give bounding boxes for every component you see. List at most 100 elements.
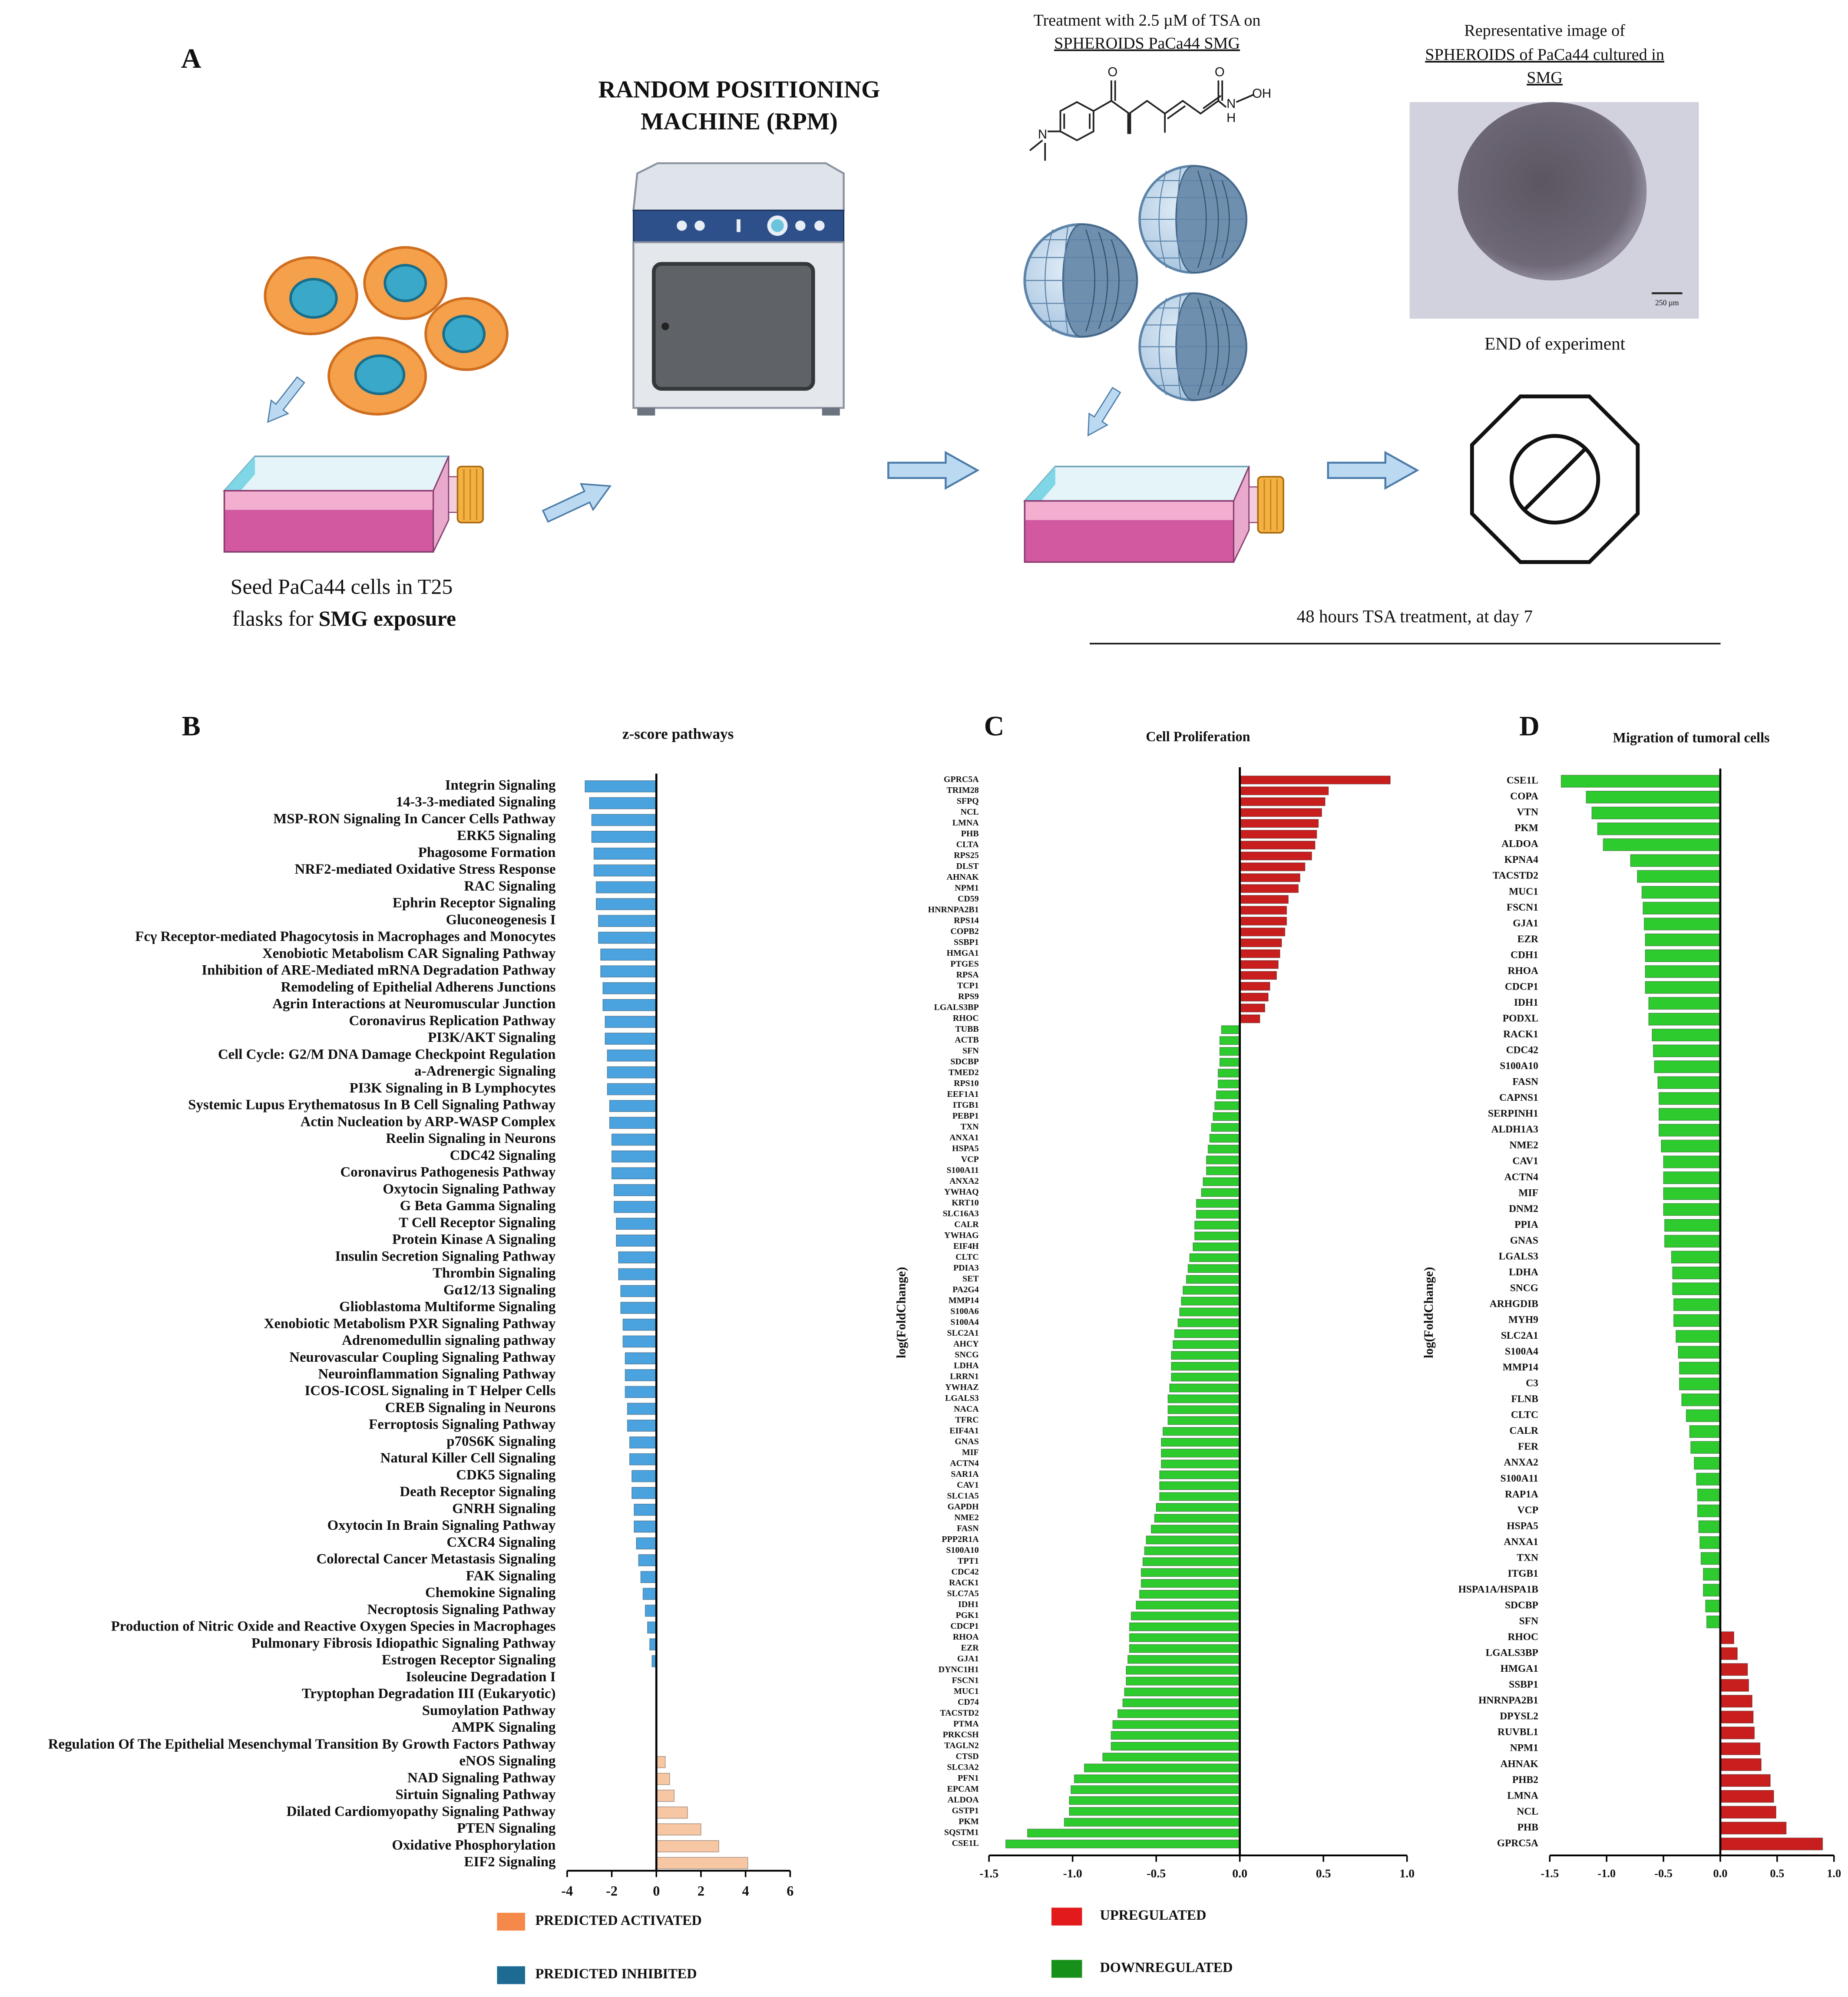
bar — [1673, 1314, 1721, 1327]
bar — [1211, 1123, 1240, 1132]
bar — [1201, 1188, 1240, 1197]
category-label: NRF2-mediated Oxidative Stress Response — [295, 862, 556, 877]
bar — [605, 1033, 657, 1045]
category-label: 14-3-3-mediated Signaling — [396, 794, 556, 810]
category-label: HSPA5 — [952, 1144, 979, 1153]
category-label: COPB2 — [950, 927, 979, 936]
category-label: Oxytocin Signaling Pathway — [383, 1181, 556, 1197]
category-label: KRT10 — [952, 1198, 979, 1208]
category-label: SNCG — [1510, 1282, 1538, 1294]
bar — [1720, 1837, 1823, 1851]
x-tick-label: 0.5 — [1770, 1867, 1784, 1880]
category-label: LMNA — [952, 818, 979, 828]
bar — [1706, 1615, 1721, 1628]
category-label: CLTC — [1511, 1409, 1538, 1421]
bar — [1124, 1687, 1240, 1697]
category-label: SLC2A1 — [947, 1328, 979, 1338]
atom-label: N — [1226, 97, 1236, 111]
category-label: NCL — [1517, 1806, 1538, 1817]
category-label: Sumoylation Pathway — [422, 1703, 556, 1718]
category-label: ALDOA — [948, 1795, 979, 1805]
rpm-machine-part — [651, 262, 815, 391]
image-title: Representative image of — [1464, 21, 1625, 40]
category-label: EPCAM — [947, 1784, 979, 1794]
bar — [625, 1386, 657, 1398]
category-label: RPS9 — [958, 992, 979, 1001]
legend-label: DOWNREGULATED — [1100, 1960, 1233, 1975]
category-label: RHOA — [953, 1632, 979, 1642]
category-label: TCP1 — [957, 981, 979, 990]
bar — [1720, 1647, 1738, 1660]
panel-label: B — [182, 710, 201, 742]
bar — [1239, 960, 1279, 969]
stop-sign-part — [1470, 394, 1640, 564]
chart-title: Cell Proliferation — [1146, 729, 1250, 744]
category-label: ALDH1A3 — [1491, 1124, 1538, 1135]
category-label: TUBB — [955, 1024, 979, 1034]
category-label: Neuroinflammation Signaling Pathway — [318, 1367, 556, 1382]
category-label: CXCR4 Signaling — [446, 1535, 556, 1550]
bar — [600, 965, 657, 978]
category-label: CDC42 — [1506, 1045, 1538, 1056]
bar — [616, 1218, 657, 1230]
category-label: MSP-RON Signaling In Cancer Cells Pathwa… — [273, 811, 556, 827]
bar — [1159, 1481, 1240, 1490]
category-label: PTEN Signaling — [457, 1821, 556, 1836]
category-label: Ephrin Receptor Signaling — [393, 895, 556, 911]
legend-swatch — [497, 1912, 526, 1931]
bar — [1703, 1568, 1721, 1581]
category-label: GPRC5A — [1497, 1838, 1538, 1849]
category-label: Systemic Lupus Erythematosus In B Cell S… — [188, 1097, 556, 1113]
category-label: FER — [1518, 1441, 1539, 1452]
bar — [618, 1268, 657, 1281]
bar — [1239, 830, 1317, 839]
x-tick-label: 0.0 — [1232, 1867, 1247, 1880]
category-label: AHNAK — [946, 872, 979, 882]
bar — [1239, 928, 1286, 937]
category-label: HNRNPA2B1 — [1478, 1695, 1538, 1706]
category-label: Actin Nucleation by ARP-WASP Complex — [301, 1114, 556, 1129]
bar — [1129, 1644, 1240, 1653]
category-label: Necroptosis Signaling Pathway — [367, 1602, 556, 1617]
bar — [1169, 1383, 1240, 1393]
bar — [593, 864, 657, 877]
bar — [1219, 1047, 1240, 1056]
category-label: CDCP1 — [1505, 981, 1538, 992]
category-label: Ferroptosis Signaling Pathway — [369, 1417, 556, 1433]
category-label: PHB — [1517, 1822, 1538, 1833]
bar — [625, 1352, 657, 1365]
bar — [1217, 1069, 1240, 1078]
bar — [1720, 1710, 1754, 1723]
category-label: MYH9 — [1508, 1314, 1538, 1326]
category-label: NPM1 — [1510, 1743, 1538, 1754]
category-label: EIF4A1 — [949, 1426, 979, 1436]
seed-text: Seed PaCa44 cells in T25 — [231, 575, 453, 599]
x-tick-label: -1.0 — [1063, 1867, 1082, 1880]
category-label: ICOS-ICOSL Signaling in T Helper Cells — [304, 1383, 555, 1399]
category-label: LDHA — [954, 1361, 979, 1370]
treatment-text: SPHEROIDS PaCa44 SMG — [1054, 34, 1240, 53]
bar — [627, 1403, 657, 1415]
arrow-part — [539, 472, 617, 530]
molecule-part — [1236, 93, 1255, 103]
x-tick-label: -1.5 — [979, 1867, 998, 1880]
category-label: TACSTD2 — [1493, 870, 1538, 881]
x-tick-label: -0.5 — [1654, 1867, 1673, 1880]
bar — [613, 1201, 657, 1213]
category-label: Death Receptor Signaling — [400, 1484, 556, 1500]
bar — [1720, 1631, 1735, 1644]
bar — [642, 1588, 657, 1600]
bar — [1181, 1297, 1240, 1306]
bar — [1167, 1405, 1240, 1414]
category-label: SSBP1 — [954, 937, 979, 947]
category-label: Sirtuin Signaling Pathway — [396, 1787, 556, 1802]
category-label: ALDOA — [1501, 838, 1538, 850]
category-label: FASN — [1512, 1076, 1538, 1088]
category-label: ITGB1 — [953, 1100, 979, 1110]
arrow-part — [1328, 452, 1417, 488]
category-label: HNRNPA2B1 — [928, 905, 979, 914]
category-label: Adrenomedullin signaling pathway — [342, 1333, 556, 1348]
stop-sign — [1470, 394, 1640, 564]
bar — [1084, 1763, 1240, 1773]
bar — [1239, 786, 1329, 795]
